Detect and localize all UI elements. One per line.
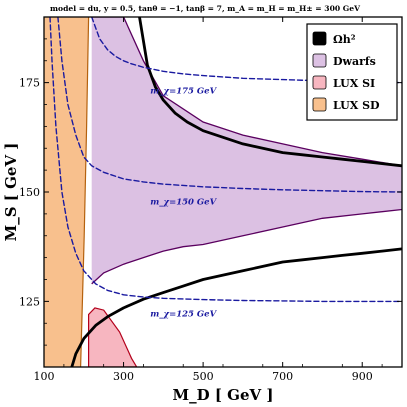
y-tick-label-0: 125 <box>19 295 40 308</box>
x-tick-label-2: 500 <box>193 370 214 383</box>
legend-label-1: Dwarfs <box>333 55 376 68</box>
series-line-3 <box>57 17 402 193</box>
series-line-0 <box>138 17 402 168</box>
annotation-0: m_χ=175 GeV <box>150 87 217 97</box>
annotation-1: m_χ=150 GeV <box>150 197 217 207</box>
series-layer <box>49 17 402 367</box>
y-tick-label-1: 150 <box>19 186 40 199</box>
y-tick-label-2: 175 <box>19 77 40 90</box>
series-line-4 <box>49 17 402 303</box>
annotation-layer: m_χ=175 GeV m_χ=150 GeV m_χ=125 GeV <box>150 87 217 320</box>
legend-swatch-1 <box>312 53 327 68</box>
x-tick-label-1: 300 <box>113 370 134 383</box>
dwarfs-region <box>91 17 402 284</box>
legend-label-3: LUX SD <box>333 99 380 112</box>
x-tick-label-4: 900 <box>352 370 373 383</box>
lux-si-region <box>87 307 138 367</box>
x-tick-label-0: 100 <box>34 370 55 383</box>
legend-label-0: Ωh² <box>333 33 356 46</box>
series-line-1 <box>70 247 402 367</box>
legend-swatch-2 <box>312 75 327 90</box>
dwarfs-upper-boundary <box>91 17 402 167</box>
legend-label-2: LUX SI <box>333 77 375 90</box>
y-axis: 125 150 175 <box>19 38 402 346</box>
x-axis: 100 300 500 700 900 <box>34 17 383 383</box>
chart-title: model = du, y = 0.5, tanθ = −1, tanβ = 7… <box>50 4 360 13</box>
annotation-2: m_χ=125 GeV <box>150 310 217 320</box>
legend-swatch-3 <box>312 97 327 112</box>
x-tick-label-3: 700 <box>272 370 293 383</box>
x-axis-label: M_D [ GeV ] <box>173 386 274 404</box>
y-axis-label: M_S [ GeV ] <box>2 143 20 242</box>
lux-sd-boundary <box>80 17 90 367</box>
dwarfs-lower-boundary <box>91 208 402 285</box>
legend-swatch-0 <box>312 31 327 46</box>
legend: Ωh² Dwarfs LUX SI LUX SD <box>306 23 398 121</box>
